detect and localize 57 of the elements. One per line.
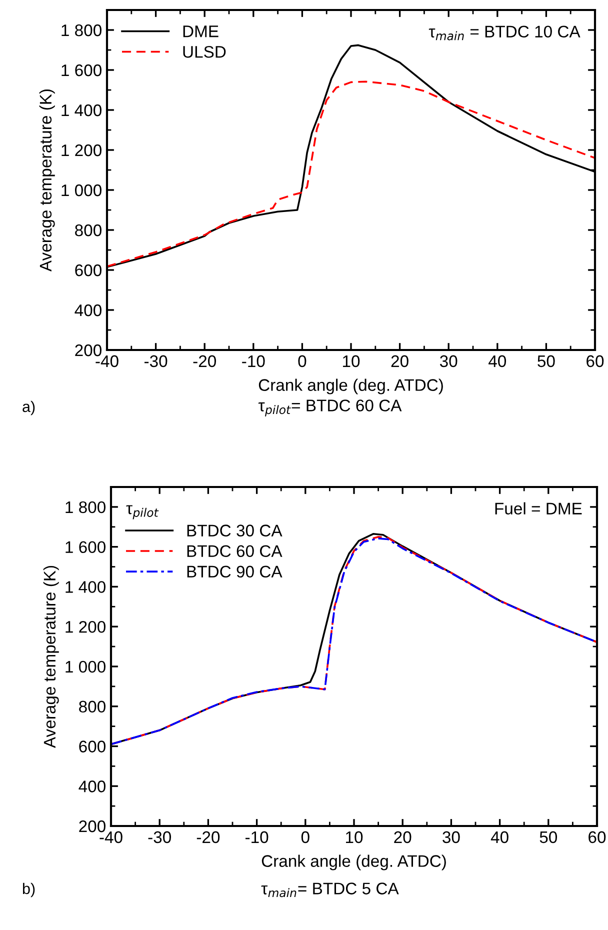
y-tick-label: 1 400 [66, 581, 106, 593]
text: τ$_{main}$= BTDC 5 CA [261, 882, 399, 898]
y-tick-label: 200 [75, 344, 102, 356]
x-tick-label: 10 [343, 355, 360, 368]
y-tick-label: 1 200 [66, 620, 106, 633]
text: a) [22, 400, 35, 416]
y-tick-label: 1 200 [62, 144, 102, 156]
y-tick-label: 200 [79, 820, 106, 832]
x-tick-label: 60 [586, 355, 604, 368]
y-tick-label: 800 [75, 224, 102, 236]
x-tick-label: 20 [394, 831, 412, 844]
y-tick-label: 1 600 [62, 64, 102, 76]
x-tick-label: -20 [193, 355, 216, 368]
x-tick-label: 40 [490, 831, 508, 844]
legend-label: DME [183, 26, 218, 38]
x-tick-label: 50 [538, 355, 555, 368]
x-tick-label: -20 [196, 831, 220, 844]
y-tick-label: 1 000 [66, 660, 106, 673]
x-tick-label: -30 [144, 355, 168, 368]
x-tick-label: 50 [540, 831, 558, 844]
y-axis-title: Average temperature (K) [43, 566, 59, 748]
x-tick-label: -40 [96, 355, 118, 368]
y-tick-label: 800 [79, 700, 106, 713]
legend-label: BTDC 30 CA [187, 524, 282, 536]
annotation: Fuel = DME [495, 502, 582, 514]
y-tick-label: 600 [75, 264, 102, 276]
legend-title: τ$_{pilot}$ [126, 505, 159, 520]
y-tick-label: 1 000 [62, 184, 102, 196]
legend-label: BTDC 90 CA [187, 566, 282, 578]
y-axis-title: Average temperature (K) [39, 89, 55, 272]
x-tick-label: 40 [488, 355, 506, 368]
x-axis-title: Crank angle (deg. ATDC) [262, 854, 446, 870]
x-tick-label: -10 [242, 355, 265, 368]
y-tick-label: 1 400 [62, 104, 102, 116]
x-tick-label: -30 [148, 831, 171, 844]
y-tick-label: 600 [79, 740, 106, 752]
text: b) [22, 882, 35, 898]
annotation: τ$_{main}$ = BTDC 10 CA [428, 26, 580, 40]
y-tick-label: 1 800 [66, 501, 106, 514]
x-tick-label: 20 [391, 355, 408, 368]
line-series [107, 80, 595, 268]
x-axis-title: Crank angle (deg. ATDC) [258, 378, 443, 394]
y-tick-label: 400 [78, 780, 106, 792]
x-tick-label: 0 [298, 355, 306, 368]
x-tick-label: 60 [588, 831, 606, 844]
legend-label: BTDC 60 CA [187, 545, 282, 558]
y-tick-label: 1 600 [66, 541, 106, 554]
y-tick-label: 1 800 [62, 24, 102, 36]
x-tick-label: 10 [346, 831, 363, 844]
x-tick-label: 0 [301, 831, 310, 844]
x-tick-label: -10 [245, 831, 268, 844]
legend-label: ULSD [183, 46, 226, 58]
y-tick-label: 400 [74, 304, 102, 316]
x-tick-label: 30 [442, 831, 460, 844]
x-tick-label: 30 [440, 355, 458, 368]
text: τ$_{pilot}$= BTDC 60 CA [258, 400, 402, 416]
x-tick-label: -40 [100, 831, 122, 844]
